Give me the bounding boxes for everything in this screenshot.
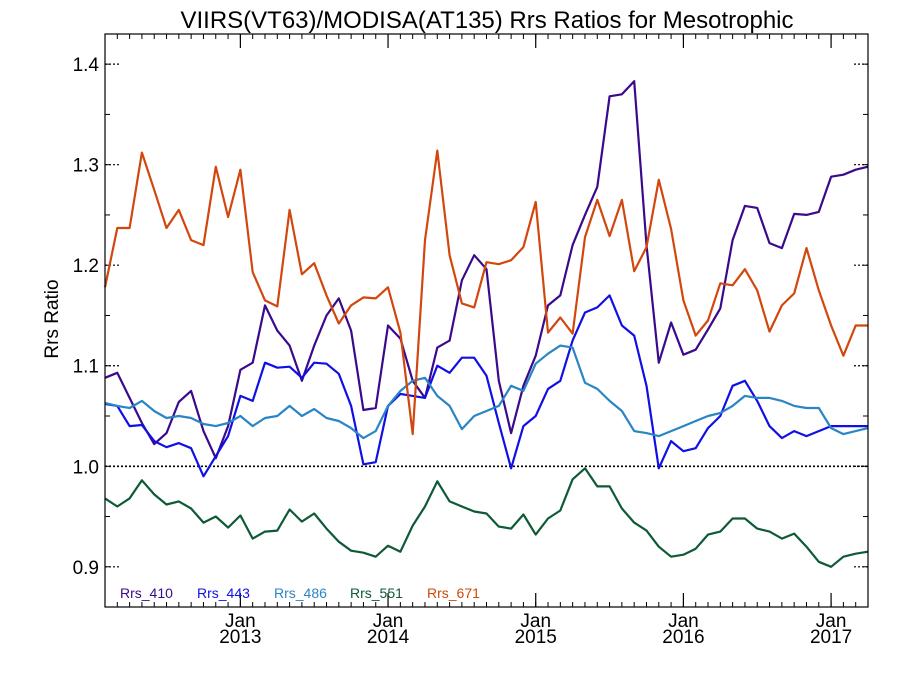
series-line-rrs_486 (104, 344, 869, 440)
legend-entry-rrs_486: Rrs_486 (274, 585, 327, 601)
x-tick-label-year: 2016 (662, 627, 704, 648)
x-tick-label-year: 2017 (810, 627, 852, 648)
legend-entry-rrs_410: Rrs_410 (120, 585, 173, 601)
legend-entry-rrs_551: Rrs_551 (350, 585, 403, 601)
y-tick-label: 1.1 (73, 357, 99, 378)
x-tick-label-year: 2014 (367, 627, 410, 648)
x-tick-label-year: 2013 (219, 627, 261, 648)
y-tick-label: 1.3 (73, 156, 99, 177)
x-tick-label-year: 2015 (515, 627, 557, 648)
x-tick-label-month: Jan (225, 611, 256, 632)
y-tick-label: 1.2 (73, 256, 99, 277)
legend-entry-rrs_443: Rrs_443 (197, 585, 250, 601)
x-tick-label-month: Jan (373, 611, 404, 632)
legend-entry-rrs_671: Rrs_671 (427, 585, 480, 601)
chart-title: VIIRS(VT63)/MODISA(AT135) Rrs Ratios for… (180, 7, 793, 34)
y-tick-label: 0.9 (73, 558, 99, 579)
series-line-rrs_443 (104, 294, 868, 478)
x-tick-label-month: Jan (520, 611, 551, 632)
series-line-rrs_671 (103, 149, 868, 436)
plot-frame (104, 33, 869, 608)
x-tick-label-month: Jan (668, 611, 699, 632)
plot-area: 0.91.01.11.21.31.4Jan2013Jan2014Jan2015J… (73, 34, 869, 648)
series-line-rrs_410 (104, 80, 869, 460)
y-tick-label: 1.0 (73, 457, 99, 478)
x-tick-label-month: Jan (816, 611, 847, 632)
series-line-rrs_551 (104, 467, 869, 568)
y-axis-label: Rrs Ratio (42, 279, 63, 358)
y-tick-label: 1.4 (73, 55, 100, 76)
